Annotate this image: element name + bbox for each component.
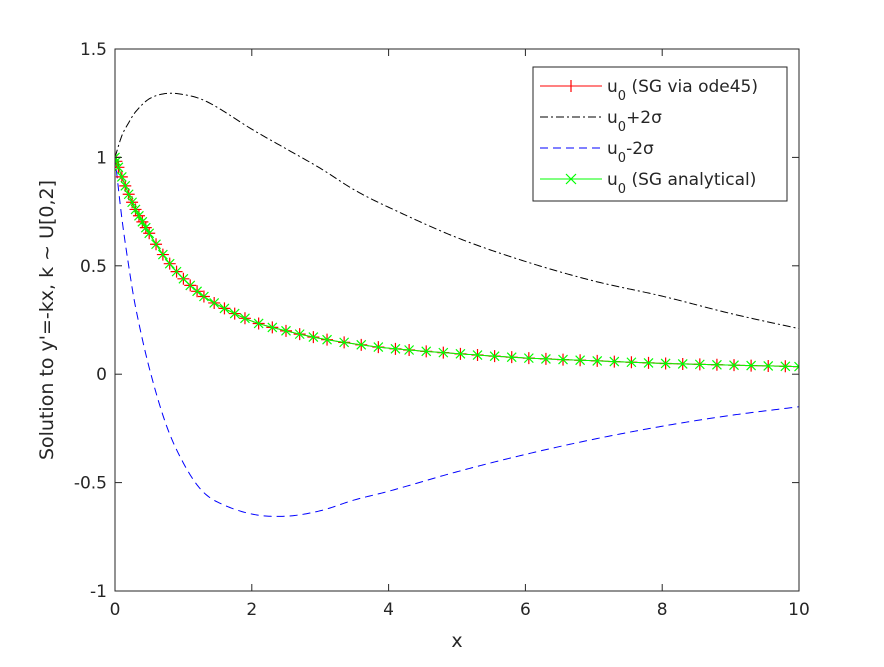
- x-marker: [390, 343, 401, 354]
- y-tick-label: 1.5: [80, 40, 107, 60]
- axes-box: [114, 48, 800, 592]
- x-marker: [780, 361, 791, 372]
- x-marker: [240, 313, 250, 324]
- legend-label: u0+2σ: [607, 108, 662, 135]
- x-marker: [592, 355, 603, 366]
- legend-label: u0 (SG via ode45): [607, 77, 758, 104]
- x-marker: [746, 360, 757, 371]
- x-marker: [115, 156, 122, 167]
- x-marker: [540, 353, 551, 364]
- x-marker: [116, 171, 127, 182]
- x-marker: [192, 286, 203, 297]
- x-marker: [729, 360, 739, 371]
- x-marker: [711, 359, 722, 370]
- x-marker: [137, 216, 148, 227]
- series-layer: [115, 92, 799, 517]
- y-tick-label: 1: [96, 148, 107, 168]
- x-marker: [308, 332, 319, 343]
- x-marker: [157, 249, 168, 260]
- x-marker: [558, 354, 568, 365]
- series-3: [115, 152, 799, 372]
- x-tick-label: 4: [383, 600, 394, 620]
- x-marker: [253, 318, 264, 329]
- x-marker: [565, 173, 577, 185]
- x-marker: [219, 303, 230, 314]
- legend-entry-0: u0 (SG via ode45): [540, 77, 758, 104]
- x-marker: [575, 355, 586, 366]
- y-tick-label: 0.5: [80, 257, 107, 277]
- x-tick-label: 10: [788, 600, 810, 620]
- x-marker: [660, 358, 671, 369]
- series-line: [115, 157, 799, 517]
- y-tick-label: 0: [96, 365, 107, 385]
- x-marker: [626, 357, 637, 368]
- x-marker: [609, 356, 620, 367]
- x-marker: [120, 180, 131, 191]
- x-marker: [185, 280, 196, 291]
- x-tick-label: 2: [246, 600, 257, 620]
- x-marker: [677, 359, 688, 369]
- x-tick-label: 8: [657, 600, 668, 620]
- legend-entry-2: u0-2σ: [540, 139, 654, 166]
- x-marker: [794, 361, 799, 372]
- series-1: [115, 92, 799, 330]
- x-marker: [322, 334, 332, 345]
- ticks: 0 2 4 6 8 10 -1 -0.5 0 0.5 1 1.5: [74, 40, 810, 620]
- x-marker: [506, 352, 517, 363]
- x-marker: [198, 291, 209, 302]
- x-marker: [123, 189, 134, 200]
- legend-entry-1: u0+2σ: [540, 108, 662, 135]
- legend-entry-3: u0 (SG analytical): [540, 170, 756, 197]
- x-marker: [134, 210, 144, 221]
- x-marker: [523, 353, 534, 364]
- x-marker: [643, 357, 654, 368]
- x-marker: [694, 359, 705, 370]
- x-marker: [294, 329, 305, 340]
- x-tick-label: 6: [520, 600, 531, 620]
- legend-label: u0-2σ: [607, 139, 654, 166]
- x-marker: [438, 347, 449, 358]
- x-axis-label: x: [451, 630, 462, 652]
- x-marker: [339, 337, 350, 348]
- series-2: [115, 157, 799, 517]
- x-marker: [151, 239, 161, 250]
- x-marker: [209, 298, 220, 308]
- x-marker: [140, 222, 151, 233]
- x-marker: [763, 361, 774, 371]
- x-marker: [421, 346, 432, 357]
- y-tick-label: -0.5: [74, 474, 107, 494]
- y-axis-label: Solution to y'=-kx, k ~ U[0,2]: [36, 180, 58, 460]
- y-tick-label: -1: [90, 582, 107, 602]
- series-line: [115, 92, 799, 330]
- series-line: [115, 157, 799, 368]
- legend: u0 (SG via ode45) u0+2σ u0-2σ u0 (SG analyt…: [532, 66, 788, 202]
- x-marker: [455, 348, 466, 359]
- x-marker: [229, 308, 240, 319]
- x-marker: [356, 339, 367, 350]
- x-marker: [281, 325, 291, 336]
- x-marker: [130, 204, 141, 215]
- x-marker: [472, 350, 483, 360]
- legend-label: u0 (SG analytical): [607, 170, 756, 197]
- x-marker: [127, 197, 138, 208]
- x-tick-label: 0: [110, 600, 121, 620]
- x-marker: [404, 345, 415, 355]
- x-marker: [489, 351, 500, 362]
- x-marker: [144, 228, 155, 239]
- x-marker: [267, 322, 278, 333]
- x-marker: [164, 258, 175, 269]
- x-marker: [373, 342, 384, 353]
